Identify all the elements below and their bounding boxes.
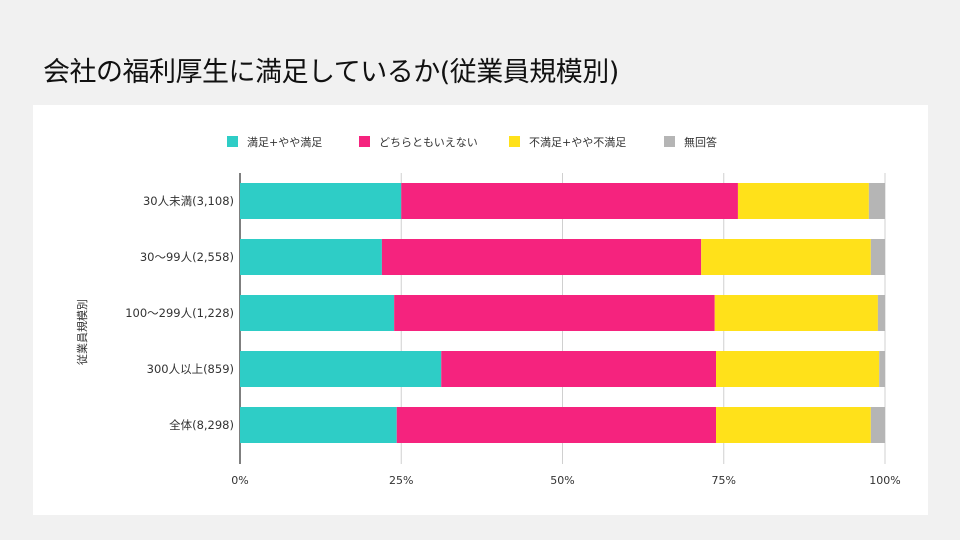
x-tick-label: 100% — [869, 474, 900, 487]
x-tick-label: 0% — [231, 474, 248, 487]
bar-segment — [394, 295, 715, 331]
bar-segment — [870, 239, 885, 275]
legend-item: どちらともいえない — [359, 136, 478, 149]
category-label: 30人未満(3,108) — [143, 194, 234, 208]
bar-row — [240, 351, 885, 387]
bar-segment — [381, 239, 702, 275]
x-tick-labels: 0% 25% 50% 75% 100% — [231, 474, 900, 487]
x-tick-label: 75% — [712, 474, 736, 487]
bar-segment — [240, 407, 397, 443]
bar-segment — [240, 295, 395, 331]
y-axis-title: 従業員規模別 — [75, 299, 89, 365]
bar-segment — [240, 239, 382, 275]
bar-segment — [737, 183, 869, 219]
bar-segment — [879, 351, 885, 387]
legend-swatch — [664, 136, 675, 147]
bar-segment — [868, 183, 885, 219]
legend-item: 無回答 — [664, 135, 717, 149]
bar-segment — [877, 295, 885, 331]
bar-segment — [870, 407, 885, 443]
legend-item: 不満足+やや不満足 — [509, 136, 626, 149]
stacked-bar-chart: 満足+やや満足 どちらともいえない 不満足+やや不満足 無回答 30人未満(3,108… — [75, 135, 901, 487]
legend-swatch — [227, 136, 238, 147]
x-tick-label: 50% — [550, 474, 574, 487]
bars — [240, 183, 885, 443]
bar-segment — [441, 351, 717, 387]
bar-segment — [716, 407, 871, 443]
bar-segment — [714, 295, 878, 331]
bar-row — [240, 183, 885, 219]
bar-segment — [396, 407, 717, 443]
bar-segment — [401, 183, 738, 219]
legend-item: 満足+やや満足 — [227, 136, 322, 149]
bar-row — [240, 295, 885, 331]
chart-card: 満足+やや満足 どちらともいえない 不満足+やや不満足 無回答 30人未満(3,108… — [33, 105, 928, 515]
legend-label: 満足+やや満足 — [247, 136, 322, 149]
legend-label: 不満足+やや不満足 — [529, 136, 626, 149]
bar-segment — [240, 183, 402, 219]
legend-label: 無回答 — [684, 135, 717, 149]
category-labels: 30人未満(3,108) 30～99人(2,558) 100～299人(1,228)… — [125, 194, 234, 432]
legend: 満足+やや満足 どちらともいえない 不満足+やや不満足 無回答 — [227, 135, 717, 149]
bar-segment — [716, 351, 880, 387]
category-label: 30～99人(2,558) — [140, 250, 234, 264]
category-label: 全体(8,298) — [169, 418, 234, 432]
x-tick-label: 25% — [389, 474, 413, 487]
legend-label: どちらともいえない — [379, 136, 478, 149]
bar-row — [240, 239, 885, 275]
category-label: 100～299人(1,228) — [125, 306, 234, 320]
page-title: 会社の福利厚生に満足しているか(従業員規模別) — [43, 57, 619, 88]
bar-segment — [701, 239, 871, 275]
legend-swatch — [359, 136, 370, 147]
category-label: 300人以上(859) — [147, 362, 234, 376]
bar-segment — [240, 351, 442, 387]
legend-swatch — [509, 136, 520, 147]
bar-row — [240, 407, 885, 443]
